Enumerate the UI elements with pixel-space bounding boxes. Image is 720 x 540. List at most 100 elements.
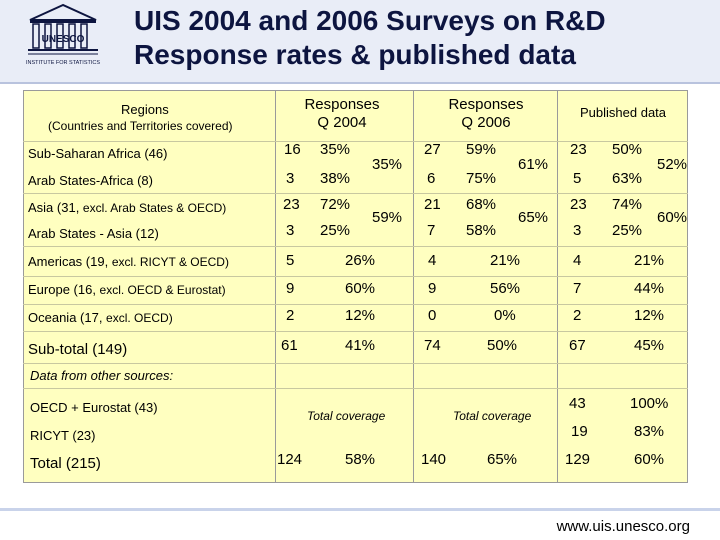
row-divider [23, 304, 688, 305]
value-cell: 0% [494, 307, 516, 324]
header-regions-sub: (Countries and Territories covered) [48, 119, 233, 133]
value-cell: 59% [466, 141, 497, 158]
value-cell: 16 [284, 141, 301, 158]
value-cell: 60% [345, 280, 376, 297]
value-cell: 23 [283, 196, 300, 213]
value-cell: 61 [281, 337, 298, 354]
value-cell: 74% [612, 196, 643, 213]
row-divider [23, 193, 688, 194]
value-cell: 50% [487, 337, 518, 354]
value-cell: 72% [320, 196, 351, 213]
value-cell: 65% [487, 451, 518, 468]
value-cell: 75% [466, 170, 497, 187]
value-cell: 9 [286, 280, 295, 297]
header-published: Published data [580, 105, 667, 120]
value-cell: 38% [320, 170, 351, 187]
value-cell: 83% [634, 423, 665, 440]
group-value: 52% [657, 156, 688, 173]
row-label: Sub-Saharan Africa (46) [28, 146, 168, 161]
title-line-2: Response rates & published data [134, 39, 576, 70]
value-cell: 0 [428, 307, 437, 324]
row-divider [23, 141, 688, 142]
row-label-sub: excl. RICYT & OECD) [111, 255, 229, 269]
value-cell: 56% [490, 280, 521, 297]
value-cell: 21% [634, 252, 665, 269]
footer-url[interactable]: www.uis.unesco.org [556, 518, 690, 535]
value-cell: 3 [286, 170, 295, 187]
value-cell: 58% [345, 451, 376, 468]
row-label: Arab States - Asia (12) [28, 226, 159, 241]
value-cell: 4 [573, 252, 582, 269]
value-cell: 50% [612, 141, 643, 158]
value-cell: 12% [634, 307, 665, 324]
value-cell: 44% [634, 280, 665, 297]
row-divider [23, 276, 688, 277]
value-cell: 68% [466, 196, 497, 213]
row-label: Europe (16, excl. OECD & Eurostat) [28, 282, 226, 297]
row-label: Americas (19, excl. RICYT & OECD) [28, 254, 229, 269]
row-label-sub: excl. OECD) [106, 311, 173, 325]
value-cell: 3 [286, 222, 295, 239]
value-cell: 67 [569, 337, 586, 354]
row-divider [23, 363, 688, 364]
value-cell: 23 [570, 141, 587, 158]
value-cell: 3 [573, 222, 582, 239]
column-divider [275, 90, 276, 483]
row-label: Arab States-Africa (8) [28, 173, 153, 188]
value-cell: 2 [286, 307, 295, 324]
value-cell: 2 [573, 307, 582, 324]
value-cell: 27 [424, 141, 441, 158]
value-cell: 5 [573, 170, 582, 187]
other-sources-label: Data from other sources: [30, 368, 174, 383]
footer-divider [0, 508, 720, 511]
title-line-1: UIS 2004 and 2006 Surveys on R&D [134, 5, 606, 36]
value-cell: 129 [565, 451, 591, 468]
value-cell: 9 [428, 280, 437, 297]
value-cell: 45% [634, 337, 665, 354]
value-cell: 12% [345, 307, 376, 324]
row-label: Total (215) [30, 455, 101, 472]
header-q2006: Responses Q 2006 [448, 96, 524, 131]
group-value: 61% [518, 156, 549, 173]
group-value: 59% [372, 209, 403, 226]
value-cell: 25% [612, 222, 643, 239]
svg-text:INSTITUTE FOR STATISTICS: INSTITUTE FOR STATISTICS [26, 60, 100, 66]
row-label-sub: excl. OECD & Eurostat) [99, 283, 226, 297]
value-cell: 43 [569, 395, 586, 412]
value-cell: 23 [570, 196, 587, 213]
total-coverage-2004: Total coverage [307, 409, 386, 423]
row-divider [23, 246, 688, 247]
page-title: UIS 2004 and 2006 Surveys on R&D Respons… [134, 4, 606, 72]
row-label: Asia (31, excl. Arab States & OECD) [28, 200, 226, 215]
column-divider [557, 90, 558, 483]
value-cell: 26% [345, 252, 376, 269]
value-cell: 35% [320, 141, 351, 158]
value-cell: 21 [424, 196, 441, 213]
value-cell: 5 [286, 252, 295, 269]
header-band: UNESCO INSTITUTE FOR STATISTICS UIS 2004… [0, 0, 720, 84]
row-divider [23, 331, 688, 332]
value-cell: 124 [277, 451, 303, 468]
row-label: RICYT (23) [30, 428, 96, 443]
value-cell: 19 [571, 423, 588, 440]
unesco-logo-icon: UNESCO INSTITUTE FOR STATISTICS [26, 3, 100, 66]
value-cell: 41% [345, 337, 376, 354]
value-cell: 100% [630, 395, 669, 412]
row-label-main: Asia (31, [28, 200, 83, 215]
group-value: 65% [518, 209, 549, 226]
value-cell: 21% [490, 252, 521, 269]
row-label: Oceania (17, excl. OECD) [28, 310, 173, 325]
value-cell: 7 [427, 222, 436, 239]
value-cell: 140 [421, 451, 447, 468]
value-cell: 4 [428, 252, 437, 269]
group-value: 60% [657, 209, 688, 226]
row-label: OECD + Eurostat (43) [30, 400, 158, 415]
row-label: Sub-total (149) [28, 341, 128, 358]
value-cell: 58% [466, 222, 497, 239]
value-cell: 74 [424, 337, 441, 354]
value-cell: 63% [612, 170, 643, 187]
value-cell: 6 [427, 170, 436, 187]
value-cell: 60% [634, 451, 665, 468]
row-divider [23, 388, 688, 389]
row-label-main: Americas (19, [28, 254, 112, 269]
